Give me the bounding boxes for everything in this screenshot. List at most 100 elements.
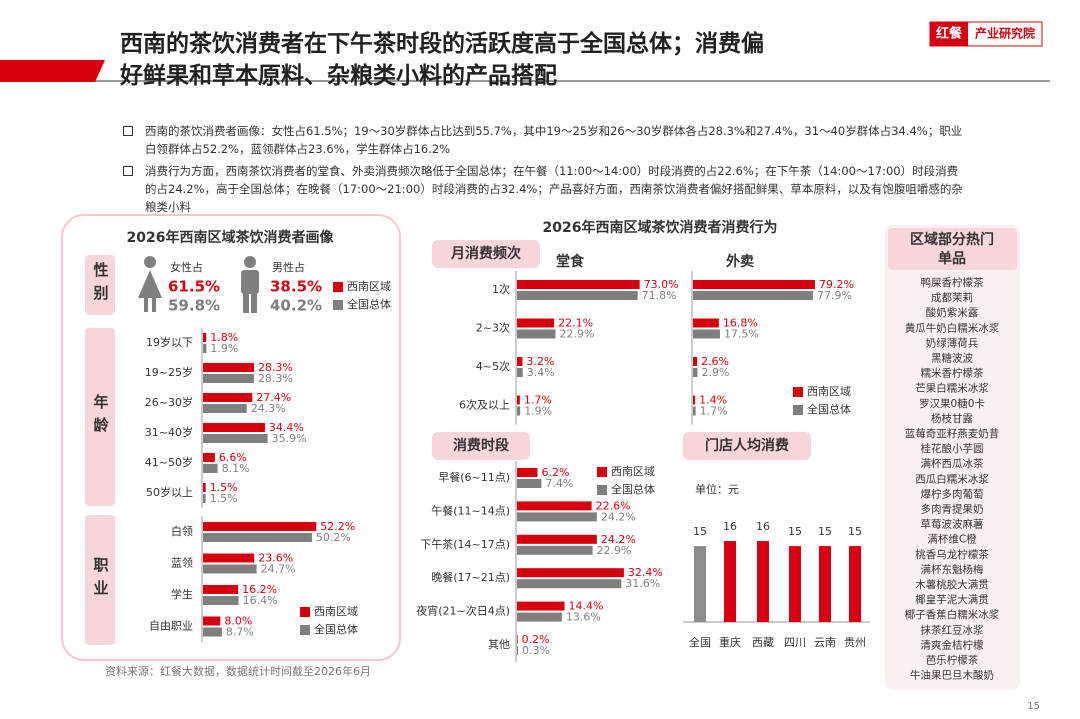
value-label: 13.6%: [566, 611, 601, 624]
male-icon: [241, 256, 259, 313]
value-label: 1.7%: [524, 394, 552, 407]
value-label: 40.2%: [270, 297, 322, 315]
hot-item: 清爽金桔柠檬: [921, 638, 984, 651]
bar: [203, 585, 239, 594]
category-label: 50岁以上: [146, 485, 193, 499]
value-label: 23.6%: [258, 552, 293, 565]
logo-box: [930, 22, 968, 46]
value-label: 35.9%: [272, 432, 307, 445]
group-label: 年龄: [92, 393, 110, 440]
bar: [203, 616, 221, 626]
category-label: 2~3次: [476, 321, 510, 335]
value-label: 14.4%: [569, 600, 604, 613]
hot-item: 西瓜白糯米冰浆: [915, 472, 989, 485]
bullet: 西南的茶饮消费者画像：女性占61.5%；19～30岁群体占比达到55.7%，其中…: [123, 122, 965, 158]
unit-label: 单位：元: [695, 482, 739, 496]
logo-text: 产业研究院: [975, 26, 1035, 41]
panel-title: 2026年西南区域茶饮消费者画像: [127, 229, 335, 246]
bar: [693, 368, 698, 377]
hot-item: 抹茶红豆冰浆: [921, 623, 984, 636]
hot-item: 桂花酿小芋圆: [921, 442, 984, 455]
bar: [789, 546, 801, 622]
legend-swatch: [597, 467, 607, 477]
value-label: 22.9%: [597, 544, 632, 557]
category-label: 夜宵(21~次日4点): [416, 604, 510, 618]
value-label: 2.9%: [701, 366, 729, 379]
page-number: 15: [1027, 701, 1040, 712]
bar: [693, 357, 698, 366]
legend-swatch: [333, 300, 343, 310]
title-band: [0, 60, 105, 82]
value-label: 2.6%: [701, 355, 729, 368]
bar: [849, 546, 861, 622]
value-label: 16.4%: [243, 594, 278, 607]
section-box: [683, 432, 811, 460]
hot-item: 多肉青提果奶: [921, 503, 984, 516]
group-label: 性别: [92, 261, 110, 308]
hot-item: 桃香乌龙柠檬茶: [915, 548, 989, 561]
slide-title: 西南的茶饮消费者在下午茶时段的活跃度高于全国总体；消费偏 好鲜果和草本原料、杂粮类…: [120, 28, 764, 92]
bar: [203, 596, 239, 605]
legend-swatch: [793, 405, 803, 415]
category-label: 四川: [784, 636, 806, 649]
bar: [517, 646, 518, 655]
hot-item: 黑糖波波: [931, 352, 973, 365]
bar: [693, 280, 815, 289]
bar: [694, 546, 706, 622]
section-label: 月消费频次: [450, 245, 521, 262]
bar: [203, 533, 312, 542]
value-label: 6.6%: [219, 451, 247, 464]
bar: [693, 406, 696, 416]
value-label: 24.7%: [261, 563, 296, 576]
bar: [203, 522, 317, 531]
value-label: 31.6%: [625, 577, 660, 590]
value-label: 0.2%: [522, 633, 550, 646]
hot-item: 满杯维C橙: [927, 533, 977, 546]
hot-item: 酸奶紫米露: [926, 306, 979, 319]
value-label: 61.5%: [168, 278, 220, 296]
bar: [517, 357, 523, 366]
bar: [203, 423, 265, 432]
value-label: 22.1%: [558, 317, 593, 330]
bar: [517, 280, 640, 289]
value-label: 15: [693, 525, 707, 538]
bar: [517, 635, 518, 644]
hot-item: 草莓波波麻薯: [921, 518, 984, 531]
legend-label: 西南区域: [314, 605, 358, 618]
behavior-title: 2026年西南区域茶饮消费者消费行为: [543, 219, 778, 236]
legend-swatch: [793, 387, 803, 397]
value-label: 22.9%: [559, 328, 594, 341]
category-label: 31~40岁: [145, 425, 193, 439]
hot-item: 糯米香柠檬茶: [921, 367, 984, 380]
legend-label: 全国总体: [314, 622, 358, 636]
hot-panel: [885, 225, 1020, 690]
value-label: 1.8%: [210, 331, 238, 344]
hot-item: 奶绿薄荷兵: [926, 336, 979, 349]
hot-item: 木薯桃胶大满贯: [915, 578, 989, 591]
hot-title: 区域部分热门: [910, 231, 994, 248]
value-label: 73.0%: [644, 278, 679, 291]
category-label: 贵州: [844, 636, 866, 649]
value-label: 7.4%: [545, 477, 573, 490]
bar: [203, 564, 257, 574]
hot-item: 椰皇芋泥大满贯: [915, 593, 989, 606]
value-label: 8.1%: [222, 462, 250, 475]
hot-item: 芭乐柠檬茶: [926, 654, 979, 667]
bar: [203, 434, 268, 443]
value-label: 22.6%: [596, 499, 631, 512]
hot-title: 单品: [938, 250, 966, 267]
value-label: 79.2%: [819, 278, 854, 291]
value-label: 27.4%: [256, 391, 291, 404]
bar: [517, 318, 555, 328]
value-label: 8.7%: [226, 626, 254, 639]
value-label: 71.8%: [642, 289, 677, 302]
legend-label: 西南区域: [807, 385, 851, 398]
value-label: 16: [723, 520, 737, 533]
legend-label: 西南区域: [611, 465, 655, 478]
group-box: [85, 328, 115, 506]
female-icon: [138, 256, 162, 312]
bar: [203, 453, 215, 462]
value-label: 34.4%: [269, 421, 304, 434]
value-label: 28.3%: [258, 372, 293, 385]
